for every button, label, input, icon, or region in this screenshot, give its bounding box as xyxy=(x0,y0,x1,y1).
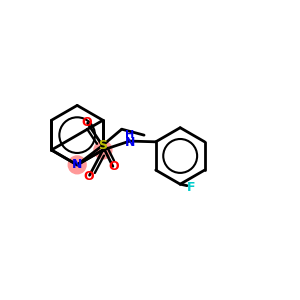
Text: N: N xyxy=(72,158,83,171)
Text: F: F xyxy=(187,181,196,194)
Text: O: O xyxy=(84,170,94,183)
Circle shape xyxy=(94,141,112,159)
Text: N: N xyxy=(124,136,135,149)
Text: O: O xyxy=(82,116,92,129)
Circle shape xyxy=(68,156,86,174)
Text: S: S xyxy=(98,139,107,152)
Text: O: O xyxy=(108,160,119,173)
Text: H: H xyxy=(125,130,134,140)
